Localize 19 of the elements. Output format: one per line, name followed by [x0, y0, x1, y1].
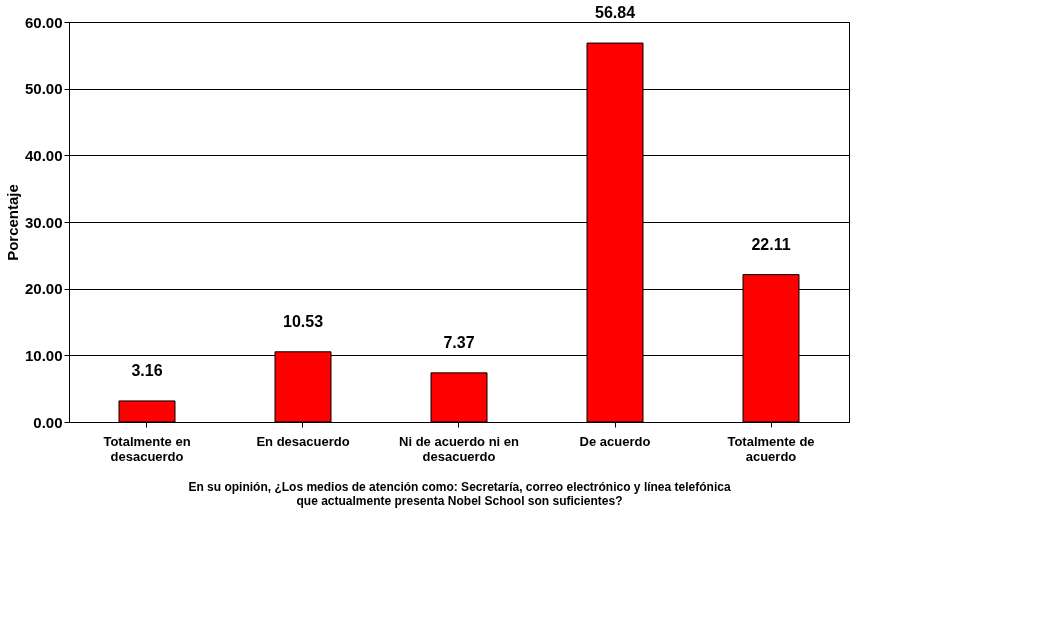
y-tick-label: 50.00: [24, 80, 63, 98]
y-tick-label: 20.00: [24, 280, 63, 298]
x-tick-label: Totalmente de acuerdo: [727, 433, 815, 464]
data-label: 22.11: [751, 235, 791, 253]
data-label: 10.53: [282, 312, 324, 330]
y-tick-label: 40.00: [24, 146, 63, 164]
y-axis-title: Porcentaje: [3, 184, 21, 261]
x-tick-label: En desacuerdo: [256, 433, 350, 449]
data-label: 7.37: [443, 333, 475, 351]
y-tick-label: 30.00: [24, 213, 63, 231]
x-axis-title: En su opinión, ¿Los medios de atención como: Secretaría, correo electrónico y línea telefónica que actualmente presenta Nobel School son suficientes?: [188, 479, 731, 508]
x-tick-label: Ni de acuerdo ni en desacuerdo: [399, 433, 520, 464]
y-tick-label: 0.00: [33, 413, 63, 431]
y-tick-label: 60.00: [24, 13, 63, 31]
x-tick-label: Totalmente en desacuerdo: [103, 433, 191, 464]
data-label: 3.16: [131, 361, 163, 379]
y-tick-label: 10.00: [24, 346, 63, 364]
data-label: 56.84: [594, 4, 636, 22]
x-tick-label: De acuerdo: [579, 433, 651, 449]
